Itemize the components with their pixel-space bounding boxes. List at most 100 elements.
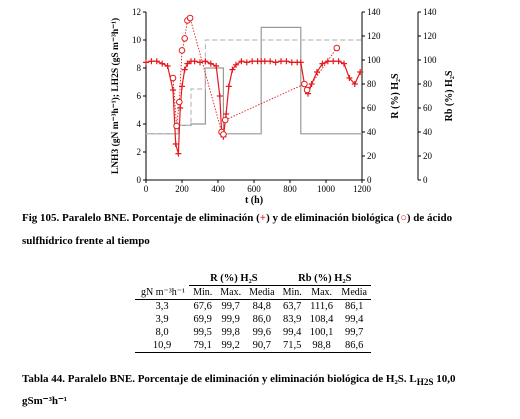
circle-point	[178, 47, 186, 54]
group-header-rb: Rb (%) H₂S	[278, 272, 371, 286]
chart-axes	[143, 11, 421, 183]
figure-caption-text-mid: ) y de eliminación biológica (	[266, 212, 401, 224]
plus-point	[297, 59, 304, 66]
y-right2-tick-label: 20	[423, 151, 433, 161]
y-left-tick-label: 4	[137, 119, 142, 129]
x-axis-label: t (h)	[245, 195, 263, 206]
y-left-tick-label: 12	[132, 7, 141, 17]
y-axis-left-label: LNH3 (gN m⁻³h⁻¹); LH2S (gS m⁻³h⁻¹)	[110, 18, 121, 174]
plus-point	[153, 58, 160, 65]
y-right1-tick-label: 40	[367, 127, 377, 137]
y-left-tick-label: 10	[132, 35, 142, 45]
plus-point	[351, 81, 358, 87]
plus-point	[278, 58, 284, 65]
plus-point	[143, 59, 149, 66]
y-right1-tick-label: 20	[367, 151, 377, 161]
y-right2-tick-label: 0	[423, 175, 428, 185]
plus-point	[181, 66, 188, 73]
plus-point	[172, 141, 179, 147]
series-line-0	[146, 26, 362, 135]
circle-point	[169, 74, 177, 82]
y-right2-tick-label: 60	[423, 103, 433, 113]
x-tick-label: 400	[211, 184, 225, 194]
plus-point	[330, 58, 337, 65]
plus-point	[170, 87, 176, 93]
plus-point	[164, 63, 171, 69]
figure-caption-text-end: ) de ácido	[406, 212, 453, 224]
plus-point	[341, 60, 347, 67]
col-header-max: Max.	[216, 285, 246, 300]
circle-point	[301, 80, 308, 88]
plus-point	[148, 58, 155, 65]
chart-series-layer	[143, 14, 364, 157]
results-table: R (%) H₂S Rb (%) H₂S gN m⁻³h⁻¹ Min. Max.…	[135, 272, 371, 353]
plus-point	[283, 58, 290, 65]
plus-point	[213, 63, 220, 69]
plus-point	[261, 58, 268, 65]
y-axis-right1-label: R (%) H₂S	[390, 73, 401, 119]
circle-point	[186, 14, 194, 22]
plus-point	[207, 60, 214, 67]
y-right1-tick-label: 0	[367, 175, 372, 185]
plus-point	[308, 81, 315, 87]
plus-point	[324, 58, 331, 65]
y-left-tick-label: 6	[137, 91, 142, 101]
col-header-min: Min.	[278, 285, 306, 300]
circle-point	[220, 131, 227, 138]
series-line-3	[172, 17, 338, 136]
x-tick-label: 800	[283, 184, 297, 194]
figure-caption-text: Fig 105. Paralelo BNE. Porcentaje de eli…	[22, 212, 260, 224]
y-right2-tick-label: 100	[423, 55, 437, 65]
plus-point	[357, 69, 364, 75]
plus-point	[272, 59, 279, 66]
circle-point	[181, 35, 188, 42]
x-tick-label: 600	[247, 184, 261, 194]
plus-point	[159, 60, 166, 67]
plus-point	[335, 58, 342, 65]
table-caption: Tabla 44. Paralelo BNE. Porcentaje de el…	[22, 373, 456, 388]
table-row: 8,0 99,5 99,8 99,6 99,4 100,1 99,7	[155, 327, 364, 338]
figure-caption: Fig 105. Paralelo BNE. Porcentaje de eli…	[22, 211, 507, 225]
plus-point	[191, 58, 198, 65]
col-header-mean: Media	[245, 285, 279, 300]
figure-caption-line2: sulfhídrico frente al tiempo	[22, 235, 150, 247]
circle-point	[176, 98, 183, 106]
plus-point	[319, 60, 326, 67]
plus-point	[202, 58, 209, 65]
plus-point	[243, 59, 250, 66]
x-tick-label: 200	[175, 184, 189, 194]
plus-point	[233, 61, 239, 68]
circle-marker-symbol: ○	[400, 212, 407, 224]
col-header-max: Max.	[305, 285, 338, 300]
y-right2-tick-label: 140	[423, 7, 437, 17]
y-right2-tick-label: 40	[423, 127, 433, 137]
plus-point	[314, 69, 320, 75]
plus-point	[288, 59, 295, 66]
plus-point	[346, 75, 353, 81]
plus-point	[223, 111, 230, 117]
col-header-load: gN m⁻³h⁻¹	[135, 285, 190, 300]
x-tick-label: 1000	[317, 184, 336, 194]
plus-point	[216, 93, 223, 99]
plus-point	[175, 150, 182, 157]
x-tick-label: 0	[144, 184, 149, 194]
x-tick-label: 1200	[353, 184, 372, 194]
y-left-tick-label: 0	[137, 175, 142, 185]
plus-point	[184, 60, 191, 67]
circle-point	[333, 44, 341, 52]
col-header-mean: Media	[337, 285, 371, 300]
circle-point	[221, 116, 229, 124]
col-header-min: Min.	[189, 285, 217, 300]
y-right1-tick-label: 120	[367, 31, 381, 41]
series-line-1	[146, 39, 362, 135]
plus-point	[225, 83, 232, 90]
y-right1-tick-label: 60	[367, 103, 377, 113]
plus-point	[229, 66, 236, 73]
table-row: 10,9 79,1 99,2 90,7 71,5 98,8 86,6	[135, 339, 371, 353]
circle-point	[303, 86, 311, 94]
plus-marker-symbol: +	[259, 212, 267, 224]
y-right1-tick-label: 80	[367, 79, 377, 89]
plus-point	[267, 58, 274, 65]
